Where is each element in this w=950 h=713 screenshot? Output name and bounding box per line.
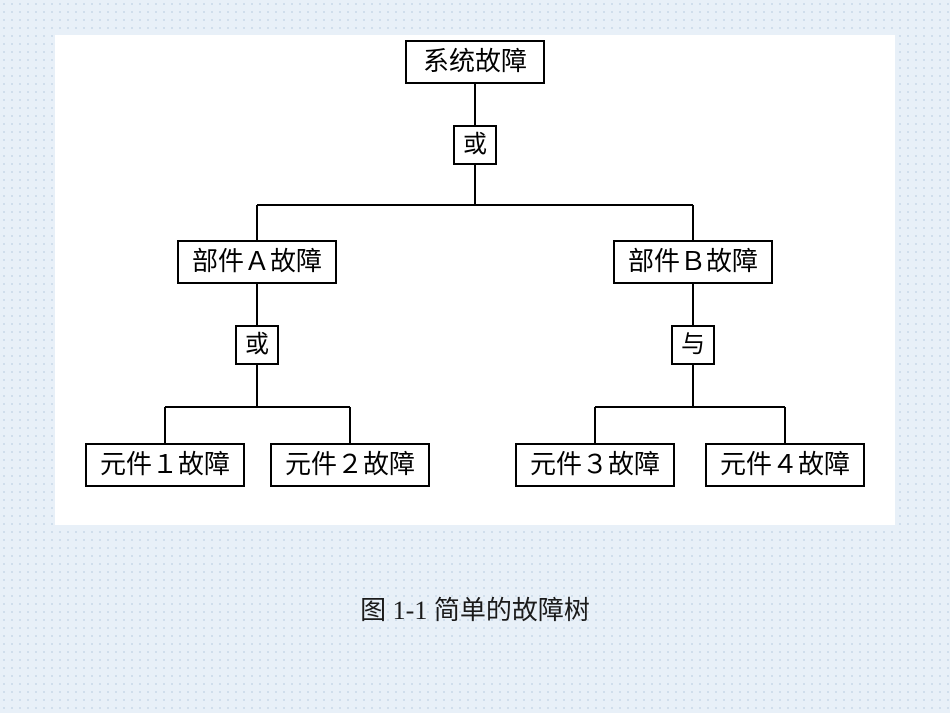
node-gate-or-top: 或 xyxy=(453,125,497,165)
fault-tree-diagram: 系统故障 或 部件Ａ故障 部件Ｂ故障 或 与 元件１故障 元件２故障 元件３故障… xyxy=(55,35,895,525)
node-leaf3-label: 元件３故障 xyxy=(530,449,660,480)
node-element-3: 元件３故障 xyxy=(515,443,675,487)
node-element-1: 元件１故障 xyxy=(85,443,245,487)
node-leaf1-label: 元件１故障 xyxy=(100,449,230,480)
node-component-a: 部件Ａ故障 xyxy=(177,240,337,284)
node-gate-or-left: 或 xyxy=(235,325,279,365)
node-leaf4-label: 元件４故障 xyxy=(720,449,850,480)
node-element-4: 元件４故障 xyxy=(705,443,865,487)
node-and1-label: 与 xyxy=(681,331,705,360)
node-component-b: 部件Ｂ故障 xyxy=(613,240,773,284)
node-compB-label: 部件Ｂ故障 xyxy=(628,246,758,277)
node-or2-label: 或 xyxy=(245,331,269,360)
node-compA-label: 部件Ａ故障 xyxy=(192,246,322,277)
node-root-label: 系统故障 xyxy=(423,46,527,77)
figure-caption-text: 图 1-1 简单的故障树 xyxy=(360,596,590,625)
node-root: 系统故障 xyxy=(405,40,545,84)
node-element-2: 元件２故障 xyxy=(270,443,430,487)
node-or1-label: 或 xyxy=(463,131,487,160)
node-leaf2-label: 元件２故障 xyxy=(285,449,415,480)
figure-caption: 图 1-1 简单的故障树 xyxy=(0,590,950,627)
node-gate-and-right: 与 xyxy=(671,325,715,365)
